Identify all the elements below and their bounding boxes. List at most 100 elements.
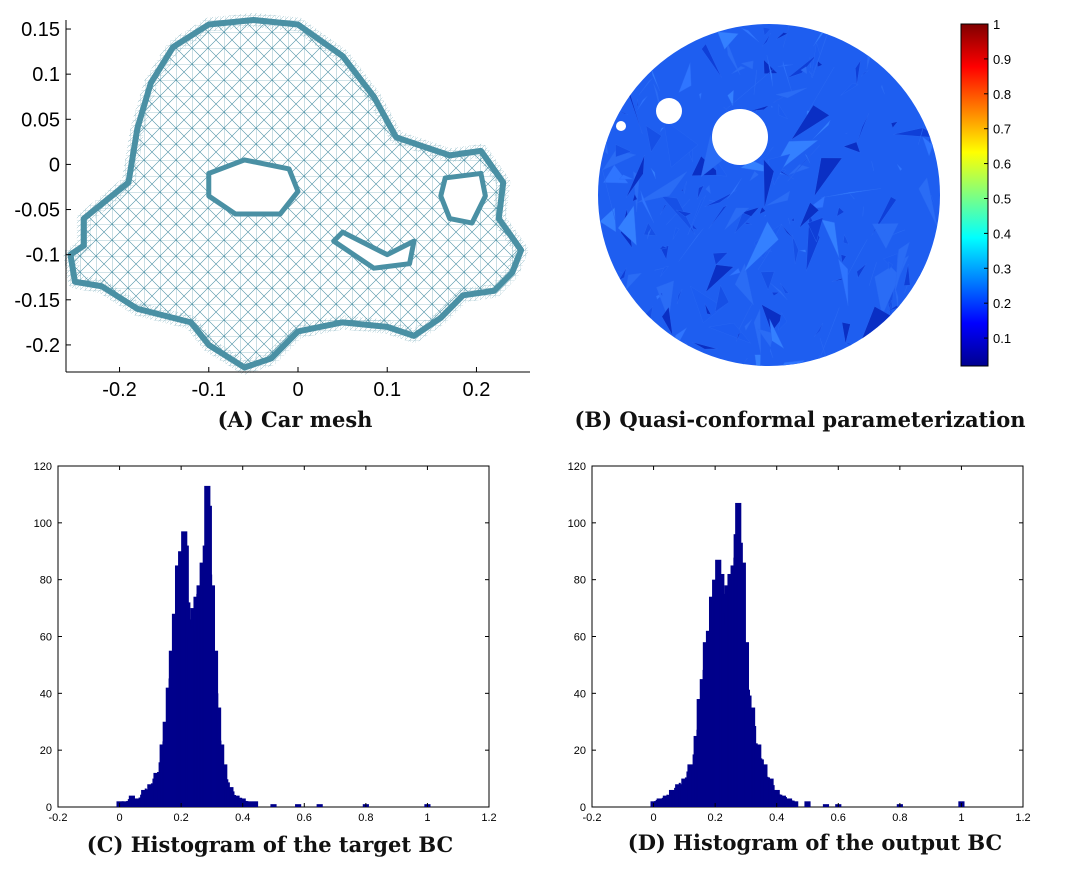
- tick-label-x: 0.8: [358, 812, 373, 824]
- disk-triangle: [928, 136, 931, 144]
- histogram-bar: [656, 798, 663, 807]
- tick-label-x: 0.6: [831, 812, 846, 824]
- disk-triangle: [636, 99, 639, 107]
- histogram-bar-fine: [188, 619, 191, 807]
- histogram-bar-fine: [200, 595, 203, 807]
- disk-triangle: [753, 69, 757, 95]
- disk-triangle: [891, 229, 906, 236]
- disk-triangle: [725, 69, 773, 110]
- disk-triangle: [873, 349, 891, 366]
- disk-triangle: [902, 34, 910, 41]
- disk-triangle: [776, 87, 808, 99]
- disk-triangle: [704, 303, 712, 316]
- disk-triangle: [688, 350, 690, 352]
- disk-triangle: [729, 267, 741, 276]
- disk-triangle: [704, 190, 737, 207]
- histogram-bar-fine: [691, 764, 694, 807]
- histogram-bar: [822, 804, 830, 807]
- disk-triangle: [868, 32, 874, 46]
- disk-triangle: [612, 37, 626, 51]
- histogram-bar-fine: [749, 695, 752, 807]
- disk-triangle: [763, 158, 775, 208]
- car-mesh-edge: [63, 13, 529, 375]
- disk-triangle: [618, 28, 669, 36]
- histogram-bar-fine: [120, 801, 123, 807]
- histogram-bar-fine: [222, 766, 225, 807]
- histogram-bar-fine: [179, 573, 182, 807]
- tick-label-y: 20: [574, 745, 586, 757]
- disk-triangle: [804, 153, 811, 164]
- disk-triangle: [698, 92, 702, 100]
- disk-triangle: [842, 141, 861, 153]
- histogram-bar-fine: [778, 794, 781, 807]
- histogram-bar-fine: [772, 785, 775, 807]
- disk-triangle: [778, 103, 788, 120]
- histogram-bar-fine: [135, 798, 138, 807]
- disk-triangle: [687, 195, 706, 236]
- tick-label-a-y: 0: [49, 154, 60, 176]
- disk-triangle: [880, 84, 885, 95]
- disk-triangle: [625, 272, 643, 291]
- tick-label-a-y: -0.15: [14, 290, 60, 312]
- colorbar-tick-label: 0.4: [993, 226, 1011, 241]
- disk-triangle: [769, 318, 785, 350]
- histogram-bar: [792, 801, 799, 807]
- disk-triangle: [598, 24, 648, 80]
- tick-label-a-y: 0.15: [21, 19, 60, 41]
- histogram-bar-fine: [249, 801, 252, 807]
- disk-triangle: [748, 105, 770, 112]
- disk-triangle: [808, 66, 835, 111]
- histogram-bar: [761, 764, 768, 807]
- disk-triangle: [621, 77, 626, 81]
- histogram-bar-fine: [686, 771, 689, 807]
- tick-label-y: 120: [568, 461, 586, 473]
- tick-label-y: 60: [40, 632, 52, 644]
- tick-label-a-y: 0.1: [32, 64, 60, 86]
- disk-triangle: [860, 70, 869, 77]
- histogram-bar-fine: [207, 546, 210, 807]
- histogram-bar-fine: [246, 801, 249, 807]
- histogram-bar-fine: [760, 758, 763, 807]
- tick-label-a-x: 0: [292, 379, 303, 401]
- tick-label-x: 1: [424, 812, 430, 824]
- panel-d: -0.2 0 0.2 0.4 0.6 0.8 1 1.2 120 100 80 60 40 20 0: [534, 450, 1068, 830]
- histogram-bar-fine: [766, 776, 769, 807]
- disk-triangle: [734, 263, 754, 306]
- histogram-bar-fine: [147, 786, 150, 807]
- disk-triangle: [656, 280, 675, 321]
- disk-triangle: [845, 132, 848, 134]
- colorbar-tick-label: 0.3: [993, 261, 1011, 276]
- histogram-bar-fine: [752, 723, 755, 807]
- disk-triangle: [725, 38, 741, 75]
- disk-triangle: [890, 121, 899, 129]
- disk-triangle: [714, 284, 730, 313]
- histogram-bar-fine: [129, 797, 132, 807]
- histogram-bar-fine: [654, 801, 657, 807]
- caption-b: (B) Quasi-conformal parameterization: [574, 407, 1026, 432]
- histogram-bar-fine: [163, 733, 166, 807]
- disk-triangle: [770, 105, 773, 109]
- histogram-bar-fine: [194, 630, 197, 807]
- histogram-bar: [749, 707, 756, 807]
- disk-triangle: [799, 249, 807, 253]
- disk-triangle: [926, 265, 939, 299]
- tick-label-x: 0.8: [892, 812, 907, 824]
- disk-triangle: [616, 339, 645, 360]
- disk-triangle: [660, 204, 667, 215]
- disk-triangle: [925, 360, 933, 366]
- disk-triangle: [619, 174, 634, 180]
- disk-triangle: [775, 32, 789, 40]
- histogram-bar-fine: [707, 653, 710, 807]
- car-mesh-hole-1: [331, 229, 417, 271]
- colorbar-tick-label: 0.9: [993, 52, 1011, 67]
- disk-triangle: [919, 255, 929, 277]
- disk-triangle: [635, 340, 681, 356]
- disk-hole-small: [616, 121, 626, 131]
- histogram-bar-fine: [755, 743, 758, 807]
- histogram-bar-fine: [219, 740, 222, 807]
- histogram-bar-fine: [153, 779, 156, 807]
- histogram-bar: [668, 789, 676, 807]
- histogram-bar-fine: [710, 605, 713, 807]
- disk-triangle: [640, 190, 655, 223]
- histogram-bar-fine: [240, 797, 243, 807]
